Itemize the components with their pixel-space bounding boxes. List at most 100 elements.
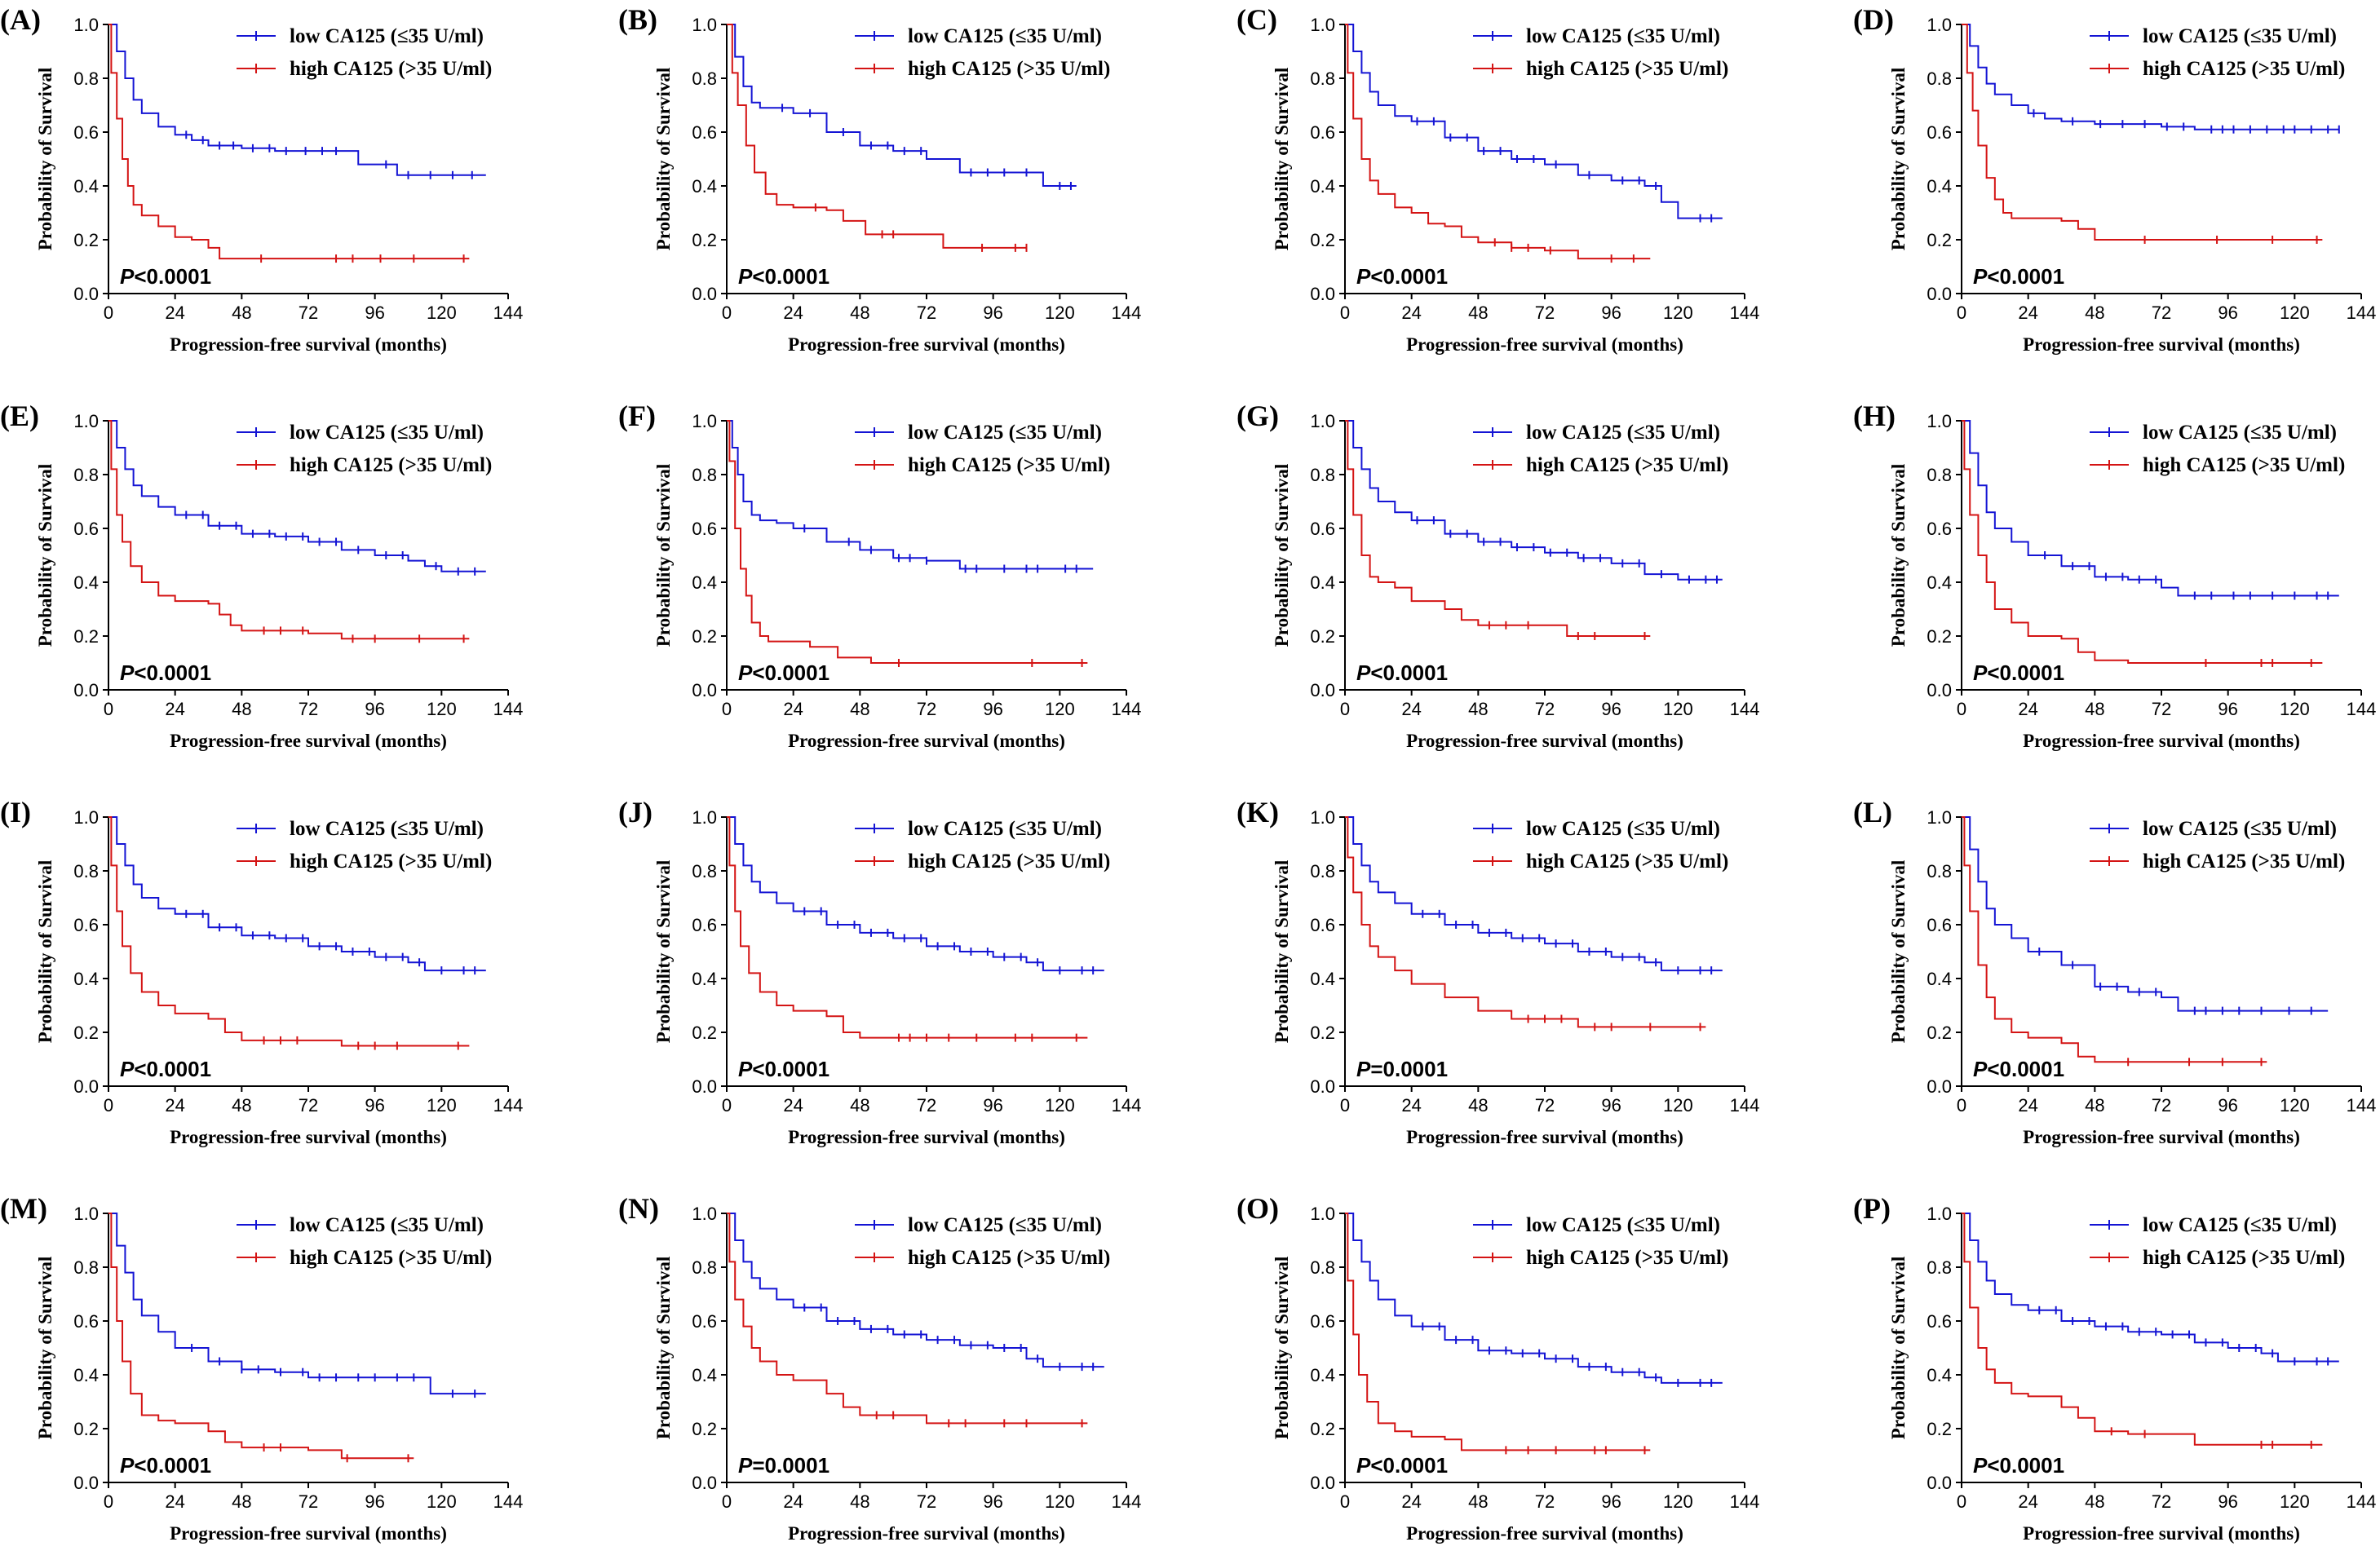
panel-label: (F): [618, 400, 656, 432]
panel-label: (G): [1236, 400, 1279, 432]
y-tick-label: 0.2: [1927, 1023, 1952, 1043]
x-tick-label: 72: [1535, 1095, 1555, 1116]
x-tick-label: 144: [493, 303, 524, 323]
y-tick-label: 0.6: [1927, 122, 1952, 143]
x-tick-label: 96: [2218, 1491, 2237, 1512]
p-value-number: <0.0001: [134, 1453, 211, 1478]
x-tick-label: 24: [165, 1095, 184, 1116]
x-tick-label: 48: [2085, 303, 2104, 323]
x-tick-label: 120: [427, 699, 457, 719]
x-tick-label: 0: [104, 1095, 113, 1116]
x-tick-label: 144: [2347, 1491, 2377, 1512]
x-tick-label: 48: [1468, 303, 1488, 323]
x-tick-label: 24: [1401, 1095, 1421, 1116]
p-value: P<0.0001: [1973, 1057, 2064, 1081]
x-tick-label: 0: [722, 303, 732, 323]
survival-curve-high: [1345, 24, 1651, 260]
x-tick-label: 48: [1468, 699, 1488, 719]
x-tick-label: 48: [850, 303, 869, 323]
y-tick-label: 0.0: [1310, 1076, 1335, 1097]
y-tick-label: 0.0: [1927, 284, 1952, 304]
y-tick-label: 0.8: [692, 68, 717, 89]
y-tick-label: 0.8: [1310, 861, 1335, 881]
x-tick-label: 144: [1112, 303, 1142, 323]
survival-curve-low: [727, 420, 1094, 570]
y-axis-title: Probability of Survival: [653, 68, 674, 251]
panel-label: (N): [618, 1192, 659, 1225]
y-tick-label: 0.8: [692, 861, 717, 881]
x-tick-label: 24: [2018, 303, 2037, 323]
y-tick-label: 0.6: [73, 122, 99, 143]
km-panel-a: (A) 0.0 0.2 0.4 0.6 0.8 1.0 0 24 48 72 96 120 144 Prog…: [0, 3, 524, 355]
x-axis-title: Progression-free survival (months): [2023, 1127, 2300, 1147]
y-tick-label: 0.8: [73, 1257, 99, 1278]
km-panel-e: (E) 0.0 0.2 0.4 0.6 0.8 1.0 0 24 48 72 96 120 144 Prog…: [0, 400, 523, 751]
y-tick-label: 0.6: [1310, 122, 1335, 143]
x-tick-label: 120: [1663, 303, 1693, 323]
y-axis-title: Probability of Survival: [653, 1257, 674, 1440]
survival-curve-low: [727, 24, 1077, 187]
p-value-number: <0.0001: [134, 661, 211, 685]
km-panel-g: (G) 0.0 0.2 0.4 0.6 0.8 1.0 0 24 48 72 96 120 144 Prog…: [1236, 400, 1759, 751]
y-tick-label: 0.2: [73, 1023, 99, 1043]
y-tick-label: 0.0: [73, 680, 99, 700]
panel-label: (H): [1853, 400, 1896, 432]
km-panel-m: (M) 0.0 0.2 0.4 0.6 0.8 1.0 0 24 48 72 96 120 144 Prog…: [0, 1192, 523, 1544]
survival-curve-high: [727, 1213, 1088, 1425]
p-value-number: <0.0001: [134, 1057, 211, 1081]
y-tick-label: 1.0: [692, 807, 717, 828]
y-tick-label: 0.2: [1927, 1419, 1952, 1439]
p-value: P<0.0001: [120, 1453, 211, 1478]
panel-label: (E): [0, 400, 39, 432]
km-panel-f: (F) 0.0 0.2 0.4 0.6 0.8 1.0 0 24 48 72 96 120 144 Prog…: [618, 400, 1141, 751]
y-tick-label: 0.4: [73, 1365, 99, 1385]
x-tick-label: 96: [983, 1095, 1002, 1116]
x-tick-label: 96: [365, 699, 384, 719]
y-tick-label: 0.6: [73, 915, 99, 935]
p-value: P<0.0001: [1973, 1453, 2064, 1478]
p-value-symbol: P: [738, 1453, 753, 1478]
legend-label-low: low CA125 (≤35 U/ml): [908, 818, 1102, 840]
legend-label-high: high CA125 (>35 U/ml): [290, 454, 492, 476]
p-value: P<0.0001: [1356, 661, 1448, 685]
legend-label-low: low CA125 (≤35 U/ml): [2143, 1214, 2337, 1236]
x-tick-label: 24: [783, 303, 803, 323]
x-tick-label: 72: [917, 1095, 936, 1116]
x-tick-label: 120: [427, 1491, 457, 1512]
p-value-number: <0.0001: [134, 264, 211, 289]
y-axis-title: Probability of Survival: [35, 464, 55, 647]
y-axis-title: Probability of Survival: [653, 860, 674, 1044]
y-tick-label: 1.0: [1927, 807, 1952, 828]
legend-label-low: low CA125 (≤35 U/ml): [908, 422, 1102, 444]
p-value-number: <0.0001: [1370, 661, 1448, 685]
y-tick-label: 1.0: [1310, 15, 1335, 35]
p-value-number: <0.0001: [1987, 1453, 2064, 1478]
survival-curve-high: [1345, 816, 1706, 1028]
y-tick-label: 0.8: [1310, 1257, 1335, 1278]
x-tick-label: 0: [104, 303, 113, 323]
p-value-number: <0.0001: [1987, 1057, 2064, 1081]
x-tick-label: 96: [2218, 699, 2237, 719]
p-value-symbol: P: [1356, 661, 1371, 685]
x-tick-label: 144: [2347, 1095, 2377, 1116]
p-value-symbol: P: [1356, 264, 1371, 289]
x-axis-title: Progression-free survival (months): [170, 334, 447, 355]
legend-label-low: low CA125 (≤35 U/ml): [1526, 818, 1720, 840]
km-panel-p: (P) 0.0 0.2 0.4 0.6 0.8 1.0 0 24 48 72 96 120 144 Prog…: [1853, 1192, 2377, 1544]
y-tick-label: 0.2: [692, 1419, 717, 1439]
survival-curve-low: [108, 420, 486, 572]
legend-label-low: low CA125 (≤35 U/ml): [2143, 422, 2337, 444]
legend-label-low: low CA125 (≤35 U/ml): [290, 422, 484, 444]
x-axis-title: Progression-free survival (months): [170, 1127, 447, 1147]
y-tick-label: 0.4: [692, 572, 717, 593]
y-tick-label: 0.0: [73, 1473, 99, 1493]
p-value: P=0.0001: [1356, 1057, 1448, 1081]
p-value-symbol: P: [1356, 1453, 1371, 1478]
x-axis-title: Progression-free survival (months): [1406, 731, 1683, 751]
y-tick-label: 1.0: [692, 411, 717, 431]
y-tick-label: 0.2: [1310, 626, 1335, 647]
legend-label-low: low CA125 (≤35 U/ml): [290, 818, 484, 840]
x-tick-label: 0: [1340, 1095, 1350, 1116]
p-value: P=0.0001: [738, 1453, 829, 1478]
x-tick-label: 120: [1663, 1491, 1693, 1512]
